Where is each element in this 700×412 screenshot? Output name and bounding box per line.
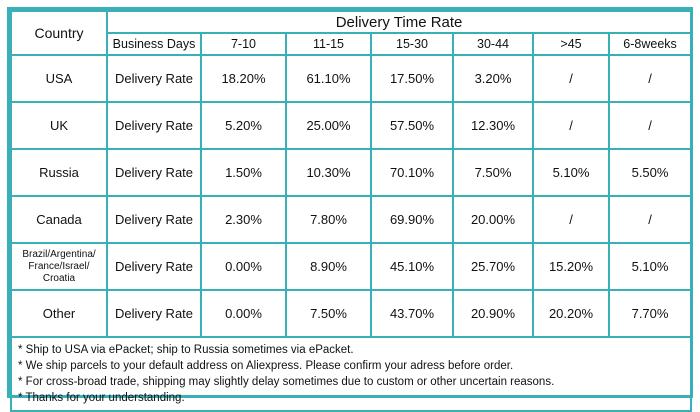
rate-label: Delivery Rate [106, 289, 202, 338]
rate-cell: 2.30% [200, 195, 287, 244]
rate-label: Delivery Rate [106, 148, 202, 197]
rate-cell: / [532, 101, 610, 150]
rate-label: Delivery Rate [106, 242, 202, 291]
rate-cell: / [607, 54, 693, 103]
header-row-columns: Business Days 7-10 11-15 15-30 30-44 >45… [11, 32, 693, 56]
rate-cell: 5.20% [200, 101, 287, 150]
notes-cell: * Ship to USA via ePacket; ship to Russi… [9, 336, 693, 412]
column-header: 7-10 [200, 32, 287, 56]
delivery-table-frame: Country Delivery Time Rate Business Days… [7, 7, 693, 412]
rate-cell: 15.20% [532, 242, 610, 291]
table-row: Russia Delivery Rate 1.50% 10.30% 70.10%… [10, 148, 693, 197]
table-row: USA Delivery Rate 18.20% 61.10% 17.50% 3… [10, 54, 693, 103]
header-row-title: Country Delivery Time Rate [10, 10, 693, 56]
column-header: 15-30 [370, 32, 454, 56]
rate-cell: 8.90% [285, 242, 372, 291]
country-header: Country [10, 10, 108, 56]
country-cell: USA [10, 54, 108, 103]
rate-cell: 25.70% [452, 242, 534, 291]
note-line: * For cross-broad trade, shipping may sl… [18, 376, 555, 388]
rate-cell: / [607, 101, 693, 150]
table-row: Canada Delivery Rate 2.30% 7.80% 69.90% … [10, 195, 693, 244]
table-row: Brazil/Argentina/ France/Israel/ Croatia… [10, 242, 693, 291]
note-line: * Thanks for your understanding. [18, 392, 185, 404]
rate-cell: 5.10% [532, 148, 610, 197]
notes-row: * Ship to USA via ePacket; ship to Russi… [9, 336, 693, 412]
business-days-header: Business Days [106, 32, 202, 56]
country-cell: Canada [10, 195, 108, 244]
rate-cell: 5.10% [607, 242, 693, 291]
rate-cell: 20.00% [452, 195, 534, 244]
rate-label: Delivery Rate [106, 195, 202, 244]
rate-cell: 0.00% [200, 242, 287, 291]
rate-cell: 61.10% [285, 54, 372, 103]
country-cell: UK [10, 101, 108, 150]
note-line: * Ship to USA via ePacket; ship to Russi… [18, 344, 354, 356]
delivery-time-table: Country Delivery Time Rate Business Days… [9, 10, 693, 412]
rate-cell: 0.00% [200, 289, 287, 338]
rate-cell: 45.10% [370, 242, 454, 291]
rate-cell: 7.50% [452, 148, 534, 197]
rate-cell: 17.50% [370, 54, 454, 103]
rate-cell: 20.20% [532, 289, 610, 338]
rate-label: Delivery Rate [106, 54, 202, 103]
country-cell: Russia [10, 148, 108, 197]
rate-cell: 70.10% [370, 148, 454, 197]
rate-cell: 1.50% [200, 148, 287, 197]
column-header: 30-44 [452, 32, 534, 56]
rate-cell: 25.00% [285, 101, 372, 150]
column-header: >45 [532, 32, 610, 56]
rate-cell: / [532, 54, 610, 103]
rate-cell: / [607, 195, 693, 244]
rate-cell: / [532, 195, 610, 244]
rate-cell: 5.50% [607, 148, 693, 197]
rate-cell: 57.50% [370, 101, 454, 150]
table-title: Delivery Time Rate [105, 10, 693, 34]
country-cell: Brazil/Argentina/ France/Israel/ Croatia [10, 242, 108, 291]
rate-cell: 10.30% [285, 148, 372, 197]
column-header: 11-15 [285, 32, 372, 56]
rate-cell: 43.70% [370, 289, 454, 338]
rate-cell: 7.50% [285, 289, 372, 338]
rate-cell: 18.20% [200, 54, 287, 103]
rate-label: Delivery Rate [106, 101, 202, 150]
table-row: Other Delivery Rate 0.00% 7.50% 43.70% 2… [10, 289, 693, 338]
rate-cell: 12.30% [452, 101, 534, 150]
rate-cell: 7.80% [285, 195, 372, 244]
rate-cell: 69.90% [370, 195, 454, 244]
column-header: 6-8weeks [607, 32, 693, 56]
rate-cell: 20.90% [452, 289, 534, 338]
table-row: UK Delivery Rate 5.20% 25.00% 57.50% 12.… [10, 101, 693, 150]
rate-cell: 7.70% [607, 289, 693, 338]
note-line: * We ship parcels to your default addres… [18, 360, 514, 372]
rate-cell: 3.20% [452, 54, 534, 103]
country-cell: Other [10, 289, 108, 338]
